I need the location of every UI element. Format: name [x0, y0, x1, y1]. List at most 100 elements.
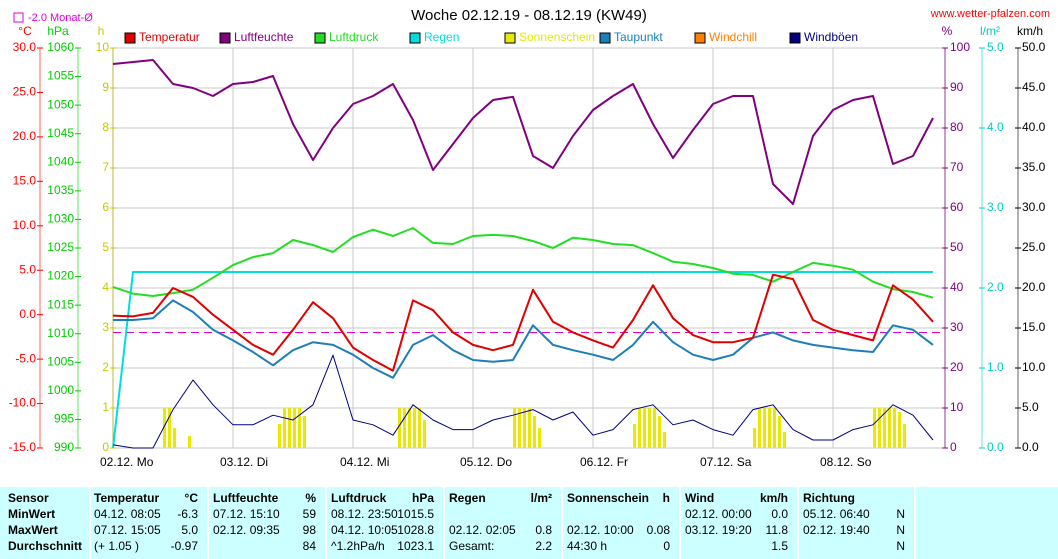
- table-cell: 44:30 h: [567, 539, 607, 553]
- axis-unit: h: [98, 24, 105, 38]
- table-cell: (+ 1.05 ): [94, 539, 139, 553]
- y-tick-label: 30: [950, 320, 964, 334]
- sunshine-bar: [423, 420, 426, 448]
- y-tick-label: 45.0: [1022, 80, 1046, 94]
- legend-label: Windböen: [804, 30, 858, 44]
- legend-swatch: [599, 32, 611, 44]
- table-header-cell: Regen: [449, 491, 486, 505]
- table-cell: 07.12. 15:05: [94, 523, 161, 537]
- table-header-cell: km/h: [760, 491, 788, 505]
- y-tick-label: 9: [102, 80, 109, 94]
- y-tick-label: 5.0: [1022, 400, 1039, 414]
- axis-unit: l/m²: [980, 24, 1000, 38]
- y-tick-label: 10: [950, 400, 964, 414]
- table-cell: MaxWert: [8, 523, 58, 537]
- sunshine-bar: [173, 428, 176, 448]
- x-tick-label: 06.12. Fr: [580, 455, 628, 469]
- y-tick-label: 1000: [47, 383, 74, 397]
- legend-label: Sonnenschein: [519, 30, 595, 44]
- y-tick-label: 40.0: [1022, 120, 1046, 134]
- y-tick-label: 6: [102, 200, 109, 214]
- table-header-cell: Sonnenschein: [567, 491, 649, 505]
- table-cell: 02.12. 10:00: [567, 523, 634, 537]
- sunshine-bar: [898, 412, 901, 448]
- y-tick-label: 20.0: [1022, 280, 1046, 294]
- y-tick-label: 80: [950, 120, 964, 134]
- table-cell: 1023.1: [397, 539, 434, 553]
- sunshine-bar: [523, 408, 526, 448]
- table-cell: 1028.8: [397, 523, 434, 537]
- table-cell: Gesamt:: [449, 539, 494, 553]
- sunshine-bar: [403, 408, 406, 448]
- y-tick-label: 5.0: [987, 40, 1004, 54]
- legend-label: Taupunkt: [614, 30, 663, 44]
- y-tick-label: 995: [54, 412, 74, 426]
- sunshine-bar: [283, 408, 286, 448]
- sunshine-bar: [663, 432, 666, 448]
- y-tick-label: 20.0: [13, 129, 37, 143]
- legend-swatch: [789, 32, 801, 44]
- table-header-cell: %: [305, 491, 316, 505]
- table-cell: ^1.2hPa/h: [331, 539, 385, 553]
- y-tick-label: 0.0: [19, 307, 36, 321]
- sunshine-bar: [758, 408, 761, 448]
- y-tick-label: 1035: [47, 183, 74, 197]
- sunshine-bar: [513, 408, 516, 448]
- y-tick-label: 30.0: [13, 40, 37, 54]
- table-cell: 2.2: [535, 539, 552, 553]
- sunshine-bar: [528, 408, 531, 448]
- y-tick-label: -10.0: [9, 396, 37, 410]
- y-tick-label: 5.0: [19, 262, 36, 276]
- y-tick-label: 10.0: [13, 218, 37, 232]
- legend-label: Regen: [424, 30, 459, 44]
- y-tick-label: 15.0: [13, 174, 37, 188]
- table-header-cell: Wind: [685, 491, 714, 505]
- y-tick-label: 1015: [47, 297, 74, 311]
- x-tick-label: 04.12. Mi: [340, 455, 389, 469]
- legend-swatch: [219, 32, 231, 44]
- y-tick-label: 0: [950, 440, 957, 454]
- y-tick-label: 1060: [47, 40, 74, 54]
- sunshine-bar: [413, 408, 416, 448]
- y-tick-label: -15.0: [9, 440, 37, 454]
- table-cell: 02.12. 19:40: [803, 523, 870, 537]
- y-tick-label: 1005: [47, 354, 74, 368]
- axis-unit: °C: [18, 24, 32, 38]
- table-cell: 11.8: [766, 523, 789, 537]
- table-header-cell: h: [663, 491, 670, 505]
- y-tick-label: 3: [102, 320, 109, 334]
- series-line: [112, 354, 934, 449]
- y-tick-label: 1055: [47, 69, 74, 83]
- table-cell: 5.0: [181, 523, 198, 537]
- sunshine-bar: [648, 408, 651, 448]
- legend-swatch: [409, 32, 421, 44]
- y-tick-label: 1025: [47, 240, 74, 254]
- table-cell: 0: [663, 539, 670, 553]
- sunshine-bar: [658, 416, 661, 448]
- legend-label: Temperatur: [139, 30, 200, 44]
- y-tick-label: 4.0: [987, 120, 1004, 134]
- y-tick-label: 30.0: [1022, 200, 1046, 214]
- sunshine-bar: [533, 416, 536, 448]
- axis-unit: km/h: [1017, 24, 1043, 38]
- table-cell: 03.12. 19:20: [685, 523, 752, 537]
- y-tick-label: 1: [102, 400, 109, 414]
- table-cell: 07.12. 15:10: [213, 507, 280, 521]
- x-tick-label: 07.12. Sa: [700, 455, 752, 469]
- series-line: [113, 299, 934, 379]
- sunshine-bar: [293, 408, 296, 448]
- y-tick-label: 7: [102, 160, 109, 174]
- sunshine-bar: [163, 408, 166, 448]
- x-tick-label: 08.12. So: [820, 455, 872, 469]
- y-tick-label: 5: [102, 240, 109, 254]
- y-tick-label: -5.0: [15, 351, 36, 365]
- y-tick-label: 10.0: [1022, 360, 1046, 374]
- table-header-cell: Luftfeuchte: [213, 491, 279, 505]
- y-tick-label: 1040: [47, 154, 74, 168]
- y-tick-label: 100: [950, 40, 970, 54]
- table-cell: 0.8: [535, 523, 552, 537]
- table-cell: 1.5: [771, 539, 788, 553]
- table-background: [0, 486, 1058, 559]
